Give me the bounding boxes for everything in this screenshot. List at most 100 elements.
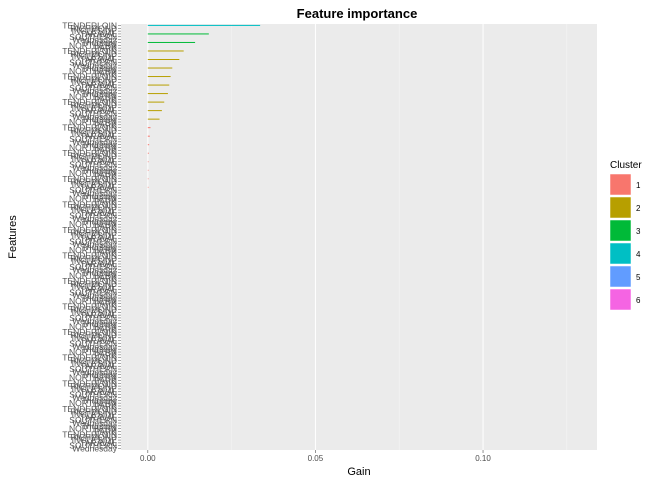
feature-label: SOUTHERN [69, 287, 117, 297]
feature-label: Wednesday [72, 290, 117, 300]
feature-label: SOUTHERN [69, 134, 117, 144]
x-axis-title: Gain [347, 466, 370, 478]
feature-label: Wednesday [72, 35, 117, 45]
feature-label: RICHMOND [70, 228, 117, 238]
feature-label: SOUTHERN [69, 339, 117, 349]
feature-label: RICHMOND [70, 253, 117, 263]
x-axis-tick-labels: 0.00 0.05 0.10 [140, 450, 491, 463]
feature-label: Thursday [82, 216, 118, 226]
feature-label: NORTHERN [69, 347, 117, 357]
feature-label: NORTHERN [69, 245, 117, 255]
feature-label: TARAVAL [80, 29, 117, 39]
feature-label: Wednesday [72, 392, 117, 402]
legend-label-6: 6 [636, 296, 641, 305]
feature-label: PARK [94, 94, 117, 104]
feature-label: Thursday [82, 191, 118, 201]
legend-label-3: 3 [636, 227, 641, 236]
bar-7 [147, 76, 171, 78]
bar-5 [147, 59, 180, 60]
legend-key-6 [609, 288, 632, 311]
feature-label: Thursday [82, 114, 118, 124]
feature-label: PARK [94, 248, 117, 258]
bar-13 [147, 127, 151, 129]
feature-label: Wednesday [72, 341, 117, 351]
feature-label: INGLESIDE [72, 358, 118, 368]
plot-panel [121, 24, 597, 450]
feature-label: INGLESIDE [72, 282, 118, 292]
feature-label: PARK [94, 222, 117, 232]
bars [147, 24, 261, 188]
feature-label: Thursday [82, 319, 118, 329]
feature-label: Wednesday [72, 418, 117, 428]
bar-2 [147, 33, 209, 35]
feature-label: INGLESIDE [72, 410, 118, 420]
bar-1 [147, 24, 261, 26]
feature-label: PARK [94, 171, 117, 181]
legend: Cluster 1 2 3 4 5 6 [609, 160, 642, 311]
bar-14 [147, 135, 150, 137]
bar-4 [147, 50, 184, 52]
feature-label: INGLESIDE [72, 307, 118, 317]
feature-label: NORTHERN [69, 117, 117, 127]
chart-title: Feature importance [297, 6, 418, 21]
feature-label: Wednesday [72, 316, 117, 326]
bar-10 [147, 101, 165, 103]
feature-label: INGLESIDE [72, 77, 118, 87]
feature-label: TENDERLOIN [62, 97, 117, 107]
feature-label: RICHMOND [70, 23, 117, 33]
feature-label: SOUTHERN [69, 57, 117, 67]
feature-label: TENDERLOIN [62, 250, 117, 260]
feature-label: SOUTHERN [69, 83, 117, 93]
feature-label: RICHMOND [70, 202, 117, 212]
feature-label: Wednesday [72, 367, 117, 377]
feature-label: TARAVAL [80, 361, 117, 371]
feature-label: RICHMOND [70, 304, 117, 314]
feature-label: SOUTHERN [69, 32, 117, 42]
feature-label: TARAVAL [80, 157, 117, 167]
feature-label: TARAVAL [80, 80, 117, 90]
feature-label: INGLESIDE [72, 103, 118, 113]
feature-label: Wednesday [72, 239, 117, 249]
feature-label: SOUTHERN [69, 108, 117, 118]
feature-label: RICHMOND [70, 407, 117, 417]
feature-label: NORTHERN [69, 424, 117, 434]
feature-label: TARAVAL [80, 310, 117, 320]
feature-label: SOUTHERN [69, 160, 117, 170]
feature-label: NORTHERN [69, 40, 117, 50]
feature-label: Thursday [82, 242, 118, 252]
feature-label: PARK [94, 427, 117, 437]
feature-label: PARK [94, 43, 117, 53]
feature-label: TARAVAL [80, 182, 117, 192]
feature-label: NORTHERN [69, 219, 117, 229]
feature-label: TENDERLOIN [62, 429, 117, 439]
feature-label: TENDERLOIN [62, 72, 117, 82]
feature-label: Wednesday [72, 111, 117, 121]
feature-label: Thursday [82, 344, 118, 354]
feature-label: RICHMOND [70, 100, 117, 110]
feature-label: Thursday [82, 89, 118, 99]
feature-label: Thursday [82, 165, 118, 175]
feature-label: Wednesday [72, 86, 117, 96]
legend-key-1 [609, 173, 632, 196]
feature-label: TENDERLOIN [62, 199, 117, 209]
feature-label: Thursday [82, 421, 118, 431]
bar-12 [147, 118, 160, 120]
feature-label: Thursday [82, 37, 118, 47]
feature-label: RICHMOND [70, 381, 117, 391]
feature-label: SOUTHERN [69, 262, 117, 272]
feature-label: Wednesday [72, 214, 117, 224]
feature-label: TARAVAL [80, 387, 117, 397]
legend-label-5: 5 [636, 273, 641, 282]
feature-label: TENDERLOIN [62, 378, 117, 388]
feature-label: Thursday [82, 370, 118, 380]
feature-label: SOUTHERN [69, 185, 117, 195]
feature-label: INGLESIDE [72, 256, 118, 266]
feature-label: TENDERLOIN [62, 276, 117, 286]
feature-label: INGLESIDE [72, 52, 118, 62]
x-tick-label-1: 0.05 [308, 454, 324, 463]
feature-labels: TENDERLOINRICHMONDINGLESIDETARAVALSOUTHE… [62, 20, 118, 453]
feature-label: TARAVAL [80, 106, 117, 116]
feature-label: TENDERLOIN [62, 404, 117, 414]
x-tick-label-0: 0.00 [140, 454, 156, 463]
bar-18 [147, 169, 149, 171]
